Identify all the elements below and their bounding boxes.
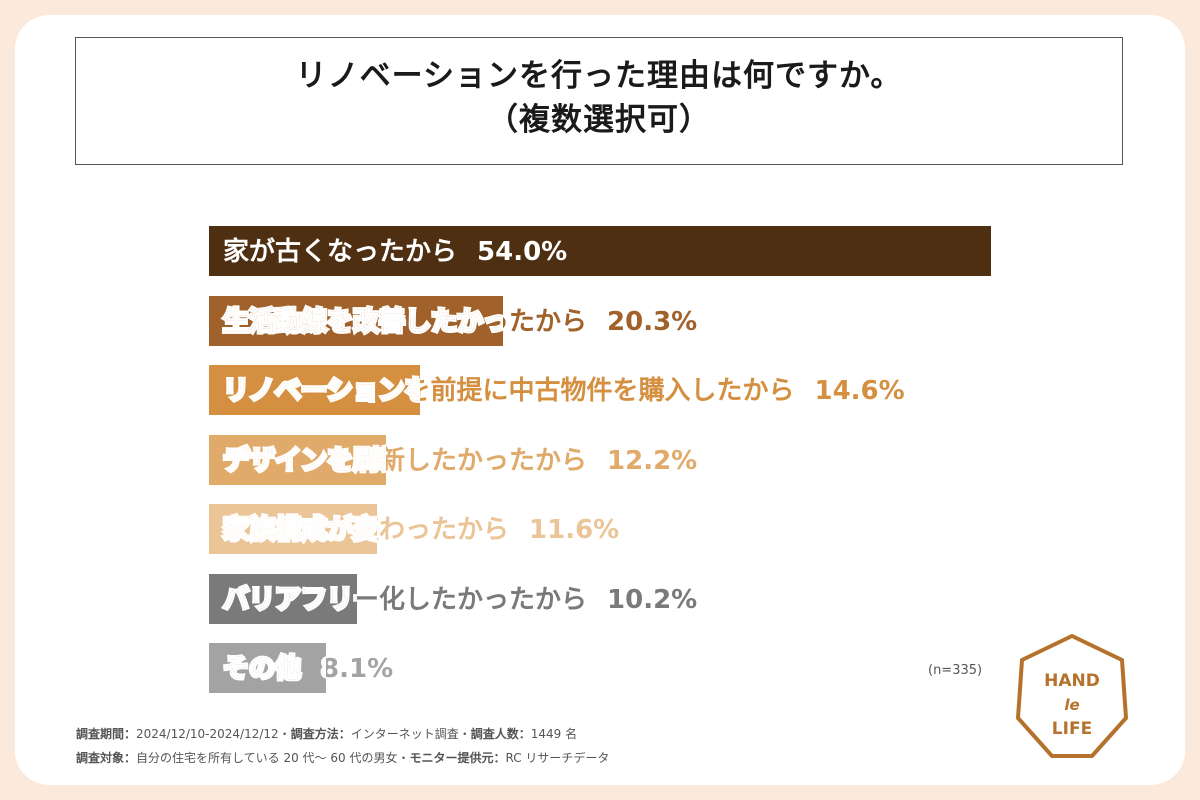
handle-life-logo: HAND le LIFE <box>1016 634 1128 758</box>
bar-label-1: 家が古くなったから 54.0% <box>223 226 567 278</box>
survey-notes-line-2: 調査対象：自分の住宅を所有している 20 代〜 60 代の男女・モニター提供元：… <box>76 751 610 765</box>
logo-word-hand: HAND <box>1044 671 1100 691</box>
bar-label-4: デザインを刷新したかったから 12.2% <box>221 435 699 487</box>
category-label: 家族構成が変わったから <box>221 513 511 547</box>
value-label: 14.6% <box>812 374 906 408</box>
bar-4 <box>209 434 386 485</box>
bar-label-6: バリアフリー化したかったから 10.2% <box>221 574 699 626</box>
value-label: 20.3% <box>605 305 699 339</box>
category-label: その他 <box>221 652 303 686</box>
bar-5 <box>209 504 377 554</box>
value-label: 12.2% <box>605 444 699 478</box>
category-label: 生活動線を改善したかったから <box>221 305 589 339</box>
chart-title: リノベーションを行った理由は何ですか。 <box>295 58 903 94</box>
chart-subtitle: （複数選択可） <box>487 102 711 138</box>
bar-3 <box>209 365 420 415</box>
sample-size-label: (n=335) <box>928 663 983 678</box>
value-label: 8.1% <box>319 652 395 686</box>
logo-hexagon-shape <box>1016 634 1128 758</box>
value-label: 10.2% <box>605 583 699 617</box>
category-label: リノベーションを前提に中古物件を購入したから <box>221 374 796 408</box>
survey-notes: 調査期間：2024/12/10-2024/12/12・調査方法：インターネット調… <box>76 722 609 770</box>
category-label: その他 <box>223 654 302 684</box>
category-label: バリアフリー化したかったから <box>221 583 589 617</box>
bar-1 <box>209 226 991 276</box>
category-label: 家が古くなったから <box>223 237 458 267</box>
bar-2 <box>209 295 503 346</box>
title-box: リノベーションを行った理由は何ですか。 （複数選択可） <box>75 37 1123 165</box>
bar-7 <box>209 643 326 693</box>
bar-label-7: その他 8.1% <box>221 643 395 695</box>
survey-notes-line-1: 調査期間：2024/12/10-2024/12/12・調査方法：インターネット調… <box>76 727 578 741</box>
value-label: 11.6% <box>527 513 621 547</box>
bar-label-5: 家族構成が変わったから 11.6% <box>221 504 621 556</box>
bar-label-3: リノベーションを前提に中古物件を購入したから 14.6% <box>221 365 907 417</box>
category-label: デザインを刷新したかったから <box>221 444 589 478</box>
logo-word-le: le <box>1064 696 1079 714</box>
logo-word-life: LIFE <box>1052 719 1092 739</box>
bar-6 <box>209 573 357 624</box>
value-label: 54.0% <box>477 237 568 267</box>
bar-label-2: 生活動線を改善したかったから 20.3% <box>221 296 699 348</box>
